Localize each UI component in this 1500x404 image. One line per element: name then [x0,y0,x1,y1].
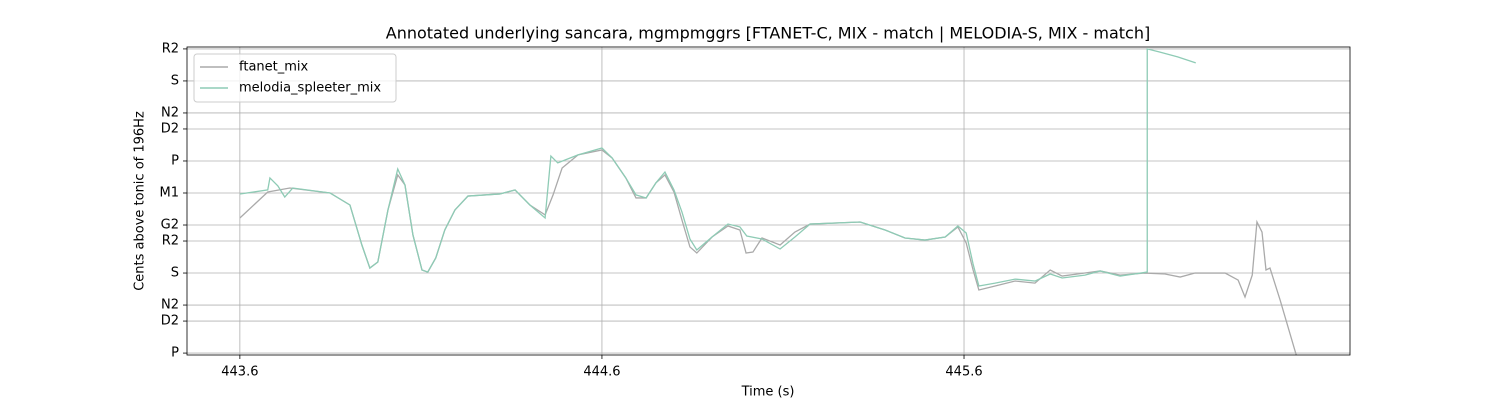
y-tick-label: S [171,266,179,281]
plot-lines [239,48,1297,355]
y-tick-label: S [171,73,179,88]
x-tick-label: 445.6 [945,365,982,380]
y-tick-label: D2 [161,121,179,136]
plot-frame [186,46,1351,356]
y-tick-label: M1 [160,185,180,200]
y-tick-label: P [171,346,179,361]
y-tick-label: R2 [162,41,179,56]
y-tick-label: R2 [162,234,179,249]
legend-box [193,53,397,103]
legend-label: ftanet_mix [239,60,309,75]
chart-title: Annotated underlying sancara, mgmpmggrs … [386,24,1150,43]
legend-label: melodia_spleeter_mix [239,81,381,96]
y-tick-label: G2 [161,218,179,233]
y-axis-label: Cents above tonic of 196Hz [133,111,148,291]
y-tick-label: P [171,153,179,168]
y-tick-label: N2 [161,105,179,120]
y-tick-label: N2 [161,298,179,313]
y-tick-label: D2 [161,314,179,329]
x-axis-label: Time (s) [741,385,795,400]
x-tick-label: 443.6 [221,365,258,380]
x-tick-label: 444.6 [583,365,620,380]
series-line [239,48,1196,287]
